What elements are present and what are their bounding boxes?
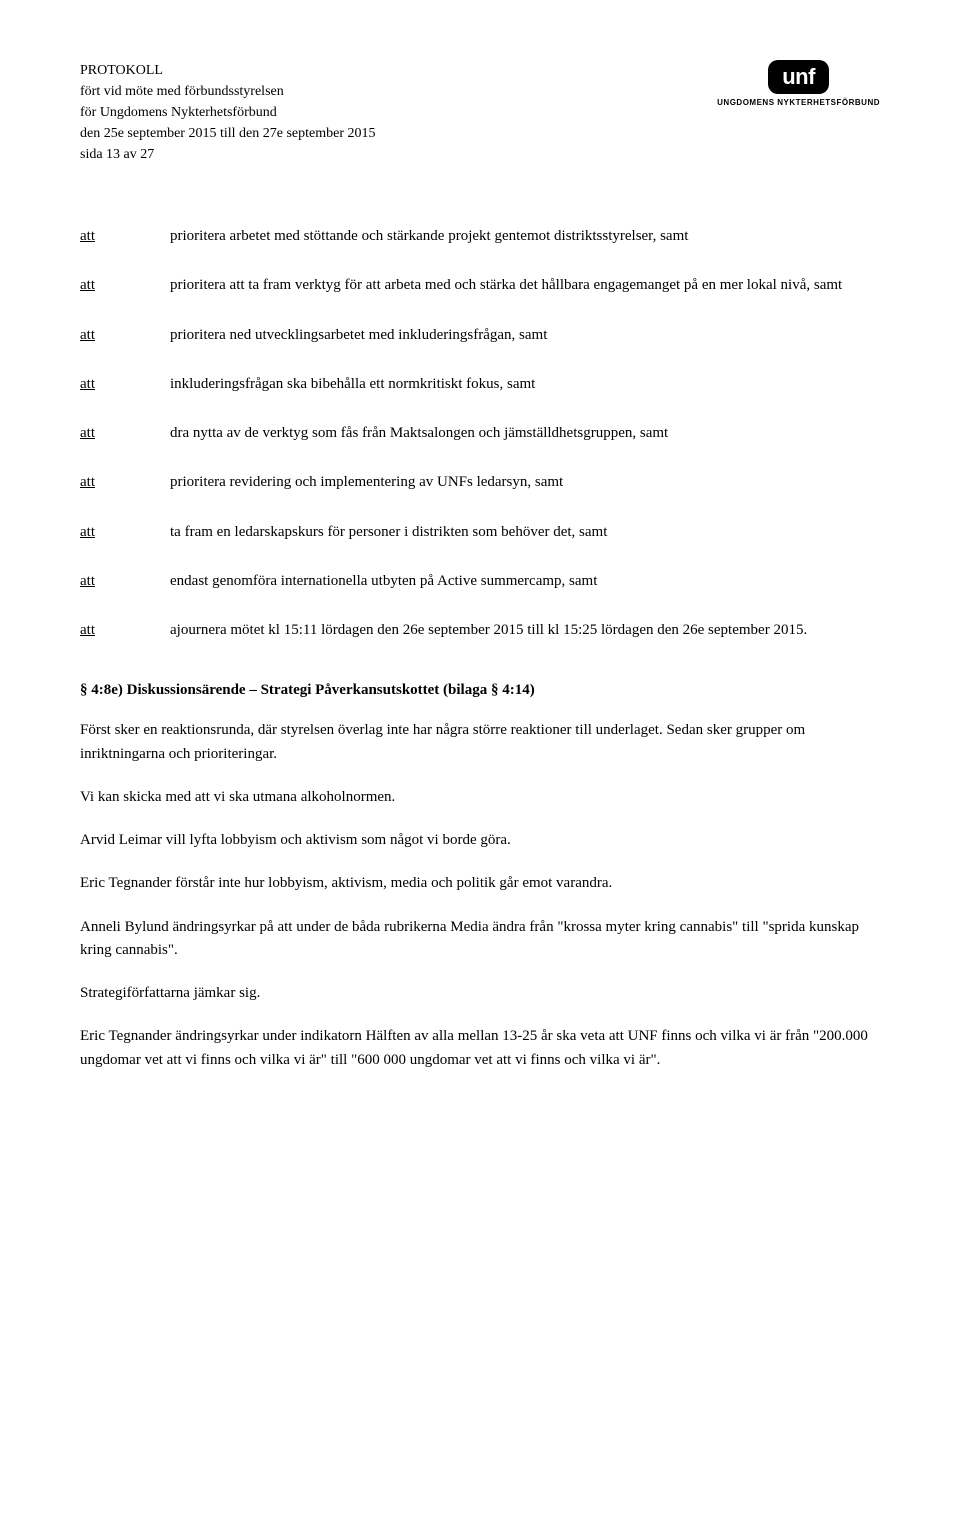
att-row: att prioritera ned utvecklingsarbetet me… — [80, 324, 880, 347]
att-label: att — [80, 324, 170, 347]
att-text: prioritera arbetet med stöttande och stä… — [170, 225, 880, 248]
header-line-3: för Ungdomens Nykterhetsförbund — [80, 102, 375, 123]
att-text: prioritera revidering och implementering… — [170, 471, 880, 494]
paragraph: Först sker en reaktionsrunda, där styrel… — [80, 719, 880, 766]
att-label: att — [80, 373, 170, 396]
att-row: att prioritera revidering och implemente… — [80, 471, 880, 494]
att-row: att ta fram en ledarskapskurs för person… — [80, 521, 880, 544]
att-row: att dra nytta av de verktyg som fås från… — [80, 422, 880, 445]
att-label: att — [80, 225, 170, 248]
header-line-2: fört vid möte med förbundsstyrelsen — [80, 81, 375, 102]
header-right: unf UNGDOMENS NYKTERHETSFÖRBUND — [717, 60, 880, 107]
att-list: att prioritera arbetet med stöttande och… — [80, 225, 880, 642]
header-line-4: den 25e september 2015 till den 27e sept… — [80, 123, 375, 144]
att-row: att inkluderingsfrågan ska bibehålla ett… — [80, 373, 880, 396]
header-left: PROTOKOLL fört vid möte med förbundsstyr… — [80, 60, 375, 165]
paragraph: Eric Tegnander ändringsyrkar under indik… — [80, 1025, 880, 1072]
paragraph: Arvid Leimar vill lyfta lobbyism och akt… — [80, 829, 880, 852]
paragraph: Anneli Bylund ändringsyrkar på att under… — [80, 916, 880, 963]
header-line-5: sida 13 av 27 — [80, 144, 375, 165]
att-text: ta fram en ledarskapskurs för personer i… — [170, 521, 880, 544]
logo-badge: unf — [768, 60, 829, 94]
att-row: att prioritera att ta fram verktyg för a… — [80, 274, 880, 297]
paragraph: Eric Tegnander förstår inte hur lobbyism… — [80, 872, 880, 895]
att-text: prioritera att ta fram verktyg för att a… — [170, 274, 880, 297]
att-label: att — [80, 274, 170, 297]
att-row: att endast genomföra internationella utb… — [80, 570, 880, 593]
att-label: att — [80, 619, 170, 642]
att-text: inkluderingsfrågan ska bibehålla ett nor… — [170, 373, 880, 396]
header-line-1: PROTOKOLL — [80, 60, 375, 81]
att-row: att ajournera mötet kl 15:11 lördagen de… — [80, 619, 880, 642]
att-row: att prioritera arbetet med stöttande och… — [80, 225, 880, 248]
paragraph: Strategiförfattarna jämkar sig. — [80, 982, 880, 1005]
header-row: PROTOKOLL fört vid möte med förbundsstyr… — [80, 60, 880, 165]
att-label: att — [80, 471, 170, 494]
att-text: prioritera ned utvecklingsarbetet med in… — [170, 324, 880, 347]
page: PROTOKOLL fört vid möte med förbundsstyr… — [0, 0, 960, 1152]
logo-subtitle: UNGDOMENS NYKTERHETSFÖRBUND — [717, 98, 880, 107]
att-text: endast genomföra internationella utbyten… — [170, 570, 880, 593]
paragraph: Vi kan skicka med att vi ska utmana alko… — [80, 786, 880, 809]
att-label: att — [80, 570, 170, 593]
att-text: dra nytta av de verktyg som fås från Mak… — [170, 422, 880, 445]
att-label: att — [80, 521, 170, 544]
att-text: ajournera mötet kl 15:11 lördagen den 26… — [170, 619, 880, 642]
section-heading: § 4:8e) Diskussionsärende – Strategi Påv… — [80, 682, 880, 699]
att-label: att — [80, 422, 170, 445]
